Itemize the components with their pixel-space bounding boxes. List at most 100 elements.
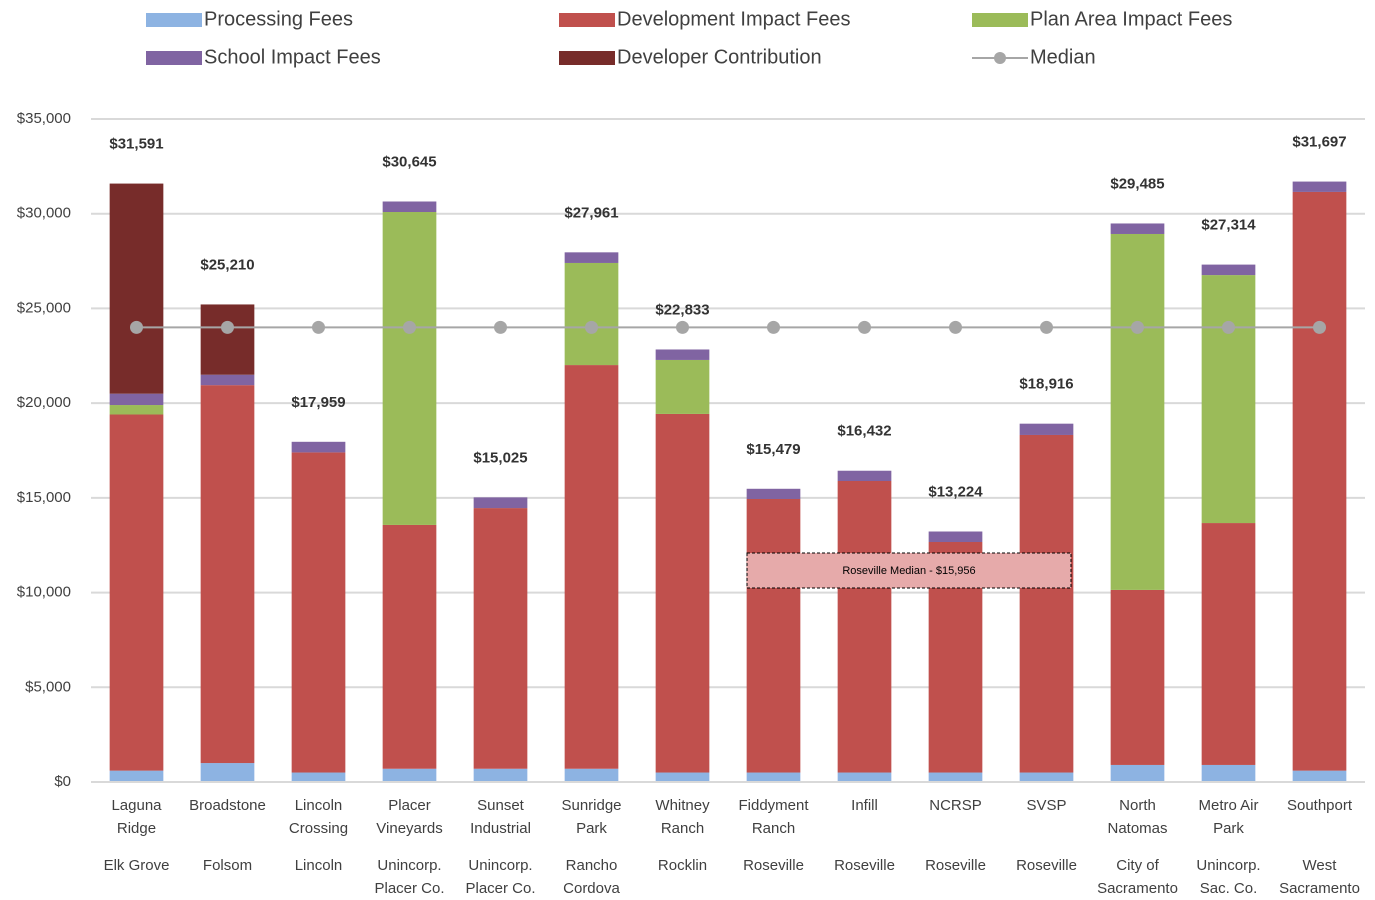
bar-segment bbox=[837, 480, 892, 773]
x-tick-label: Southport bbox=[1287, 797, 1353, 814]
bar-segment bbox=[1201, 264, 1256, 276]
x-tick-label: Vineyards bbox=[376, 820, 442, 837]
total-label: $18,916 bbox=[1019, 376, 1073, 393]
annotation-box bbox=[746, 552, 1072, 589]
total-label: $31,697 bbox=[1292, 134, 1346, 151]
x-tick-label: Ridge bbox=[117, 820, 156, 837]
legend-swatch bbox=[146, 13, 202, 27]
group-label: Roseville bbox=[743, 857, 804, 874]
bar-segment bbox=[291, 452, 346, 773]
median-marker bbox=[221, 320, 234, 334]
bar-segment bbox=[382, 768, 437, 782]
bar-segment bbox=[746, 772, 801, 782]
group-label: Sacramento bbox=[1097, 880, 1178, 897]
y-tick-label: $5,000 bbox=[25, 678, 71, 695]
bar-segment bbox=[564, 262, 619, 366]
y-tick-label: $0 bbox=[54, 773, 71, 790]
bar-segment bbox=[564, 252, 619, 263]
bar-segment bbox=[291, 441, 346, 453]
group-label: Rocklin bbox=[658, 857, 707, 874]
bar-segment bbox=[1201, 764, 1256, 782]
bar-segment bbox=[1110, 589, 1165, 765]
annotation: Roseville Median - $15,956 bbox=[842, 565, 975, 577]
group-label: Unincorp. bbox=[377, 857, 441, 874]
median-marker bbox=[1040, 320, 1053, 334]
bar-segment bbox=[928, 772, 983, 782]
bar-segment bbox=[200, 304, 255, 375]
group-label: Roseville bbox=[1016, 857, 1077, 874]
bar-segment bbox=[1110, 223, 1165, 234]
group-label: Rancho bbox=[566, 857, 618, 874]
legend-marker bbox=[994, 52, 1006, 64]
bar-segment bbox=[1201, 275, 1256, 524]
legend-swatch bbox=[559, 51, 615, 65]
group-label: City of bbox=[1116, 857, 1159, 874]
bar-segment bbox=[200, 374, 255, 386]
median-marker bbox=[1222, 320, 1235, 334]
total-label: $15,025 bbox=[473, 449, 527, 466]
x-tick-label: Park bbox=[1213, 820, 1244, 837]
bar-segment bbox=[1110, 764, 1165, 782]
group-label: Roseville bbox=[925, 857, 986, 874]
legend-label: School Impact Fees bbox=[204, 46, 381, 68]
bar-segment bbox=[109, 183, 164, 394]
total-label: $15,479 bbox=[746, 441, 800, 458]
x-tick-label: Metro Air bbox=[1198, 797, 1258, 814]
x-tick-label: Ranch bbox=[661, 820, 704, 837]
x-tick-label: Laguna bbox=[111, 797, 162, 814]
x-tick-label: SVSP bbox=[1026, 797, 1066, 814]
group-label: Sac. Co. bbox=[1200, 880, 1258, 897]
group-label: Cordova bbox=[563, 880, 620, 897]
x-tick-label: Sunset bbox=[477, 797, 525, 814]
bar-segment bbox=[564, 365, 619, 769]
median-marker bbox=[312, 320, 325, 334]
bar-segment bbox=[1292, 181, 1347, 192]
total-label: $27,961 bbox=[564, 204, 618, 221]
group-label: West bbox=[1303, 857, 1338, 874]
x-tick-label: Whitney bbox=[655, 797, 710, 814]
x-tick-label: Crossing bbox=[289, 820, 348, 837]
group-label: Roseville bbox=[834, 857, 895, 874]
legend-label: Plan Area Impact Fees bbox=[1030, 8, 1232, 30]
x-tick-label: Industrial bbox=[470, 820, 531, 837]
bar-segment bbox=[1019, 772, 1074, 782]
x-tick-label: Fiddyment bbox=[738, 797, 809, 814]
y-tick-label: $30,000 bbox=[17, 205, 71, 222]
x-tick-label: Ranch bbox=[752, 820, 795, 837]
y-tick-label: $10,000 bbox=[17, 584, 71, 601]
y-tick-label: $20,000 bbox=[17, 394, 71, 411]
median-marker bbox=[858, 320, 871, 334]
bar-segment bbox=[1292, 191, 1347, 771]
legend-label: Developer Contribution bbox=[617, 46, 822, 68]
bar-segment bbox=[473, 508, 528, 769]
legend-label: Processing Fees bbox=[204, 8, 353, 30]
group-label: Folsom bbox=[203, 857, 252, 874]
legend-swatch bbox=[559, 13, 615, 27]
total-label: $27,314 bbox=[1201, 217, 1256, 234]
bar-segment bbox=[200, 385, 255, 764]
group-label: Placer Co. bbox=[374, 880, 444, 897]
bar-segment bbox=[382, 212, 437, 525]
y-tick-label: $15,000 bbox=[17, 489, 71, 506]
x-tick-label: North bbox=[1119, 797, 1156, 814]
total-label: $22,833 bbox=[655, 301, 709, 318]
group-label: Lincoln bbox=[295, 857, 343, 874]
bar-segment bbox=[655, 349, 710, 360]
bar-segment bbox=[655, 772, 710, 782]
total-label: $30,645 bbox=[382, 153, 436, 170]
bar-segment bbox=[473, 497, 528, 509]
bar-segment bbox=[1110, 233, 1165, 590]
bar-segment bbox=[746, 488, 801, 499]
y-tick-label: $35,000 bbox=[17, 110, 71, 127]
bar-segment bbox=[473, 768, 528, 782]
total-label: $17,959 bbox=[291, 394, 345, 411]
bar-segment bbox=[655, 359, 710, 414]
total-label: $13,224 bbox=[928, 483, 983, 500]
group-label: Placer Co. bbox=[465, 880, 535, 897]
median-marker bbox=[585, 320, 598, 334]
median-marker bbox=[767, 320, 780, 334]
total-label: $31,591 bbox=[109, 136, 163, 153]
median-marker bbox=[1313, 320, 1326, 334]
group-label: Unincorp. bbox=[1196, 857, 1260, 874]
median-marker bbox=[403, 320, 416, 334]
